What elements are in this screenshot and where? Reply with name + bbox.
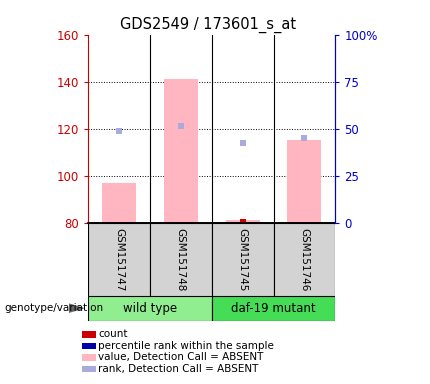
Bar	[150, 223, 212, 296]
Text: percentile rank within the sample: percentile rank within the sample	[98, 341, 274, 351]
Text: wild type: wild type	[123, 302, 177, 314]
Bar	[88, 223, 150, 296]
Bar	[226, 220, 260, 223]
Bar	[288, 141, 322, 223]
Bar	[88, 296, 212, 321]
Bar	[83, 354, 95, 361]
Text: GSM151746: GSM151746	[299, 227, 310, 291]
Bar	[83, 331, 95, 338]
Text: genotype/variation: genotype/variation	[4, 303, 104, 313]
Bar	[164, 79, 198, 223]
Polygon shape	[69, 303, 85, 313]
Text: GSM151747: GSM151747	[114, 227, 124, 291]
Text: rank, Detection Call = ABSENT: rank, Detection Call = ABSENT	[98, 364, 259, 374]
Bar	[83, 343, 95, 349]
Text: value, Detection Call = ABSENT: value, Detection Call = ABSENT	[98, 353, 264, 362]
Bar	[83, 366, 95, 372]
Bar	[273, 223, 335, 296]
Bar	[212, 223, 273, 296]
Text: count: count	[98, 329, 128, 339]
Bar	[102, 183, 136, 223]
Text: GSM151745: GSM151745	[238, 227, 248, 291]
Text: GDS2549 / 173601_s_at: GDS2549 / 173601_s_at	[120, 17, 297, 33]
Text: daf-19 mutant: daf-19 mutant	[231, 302, 316, 314]
Text: GSM151748: GSM151748	[176, 227, 186, 291]
Bar	[212, 296, 335, 321]
